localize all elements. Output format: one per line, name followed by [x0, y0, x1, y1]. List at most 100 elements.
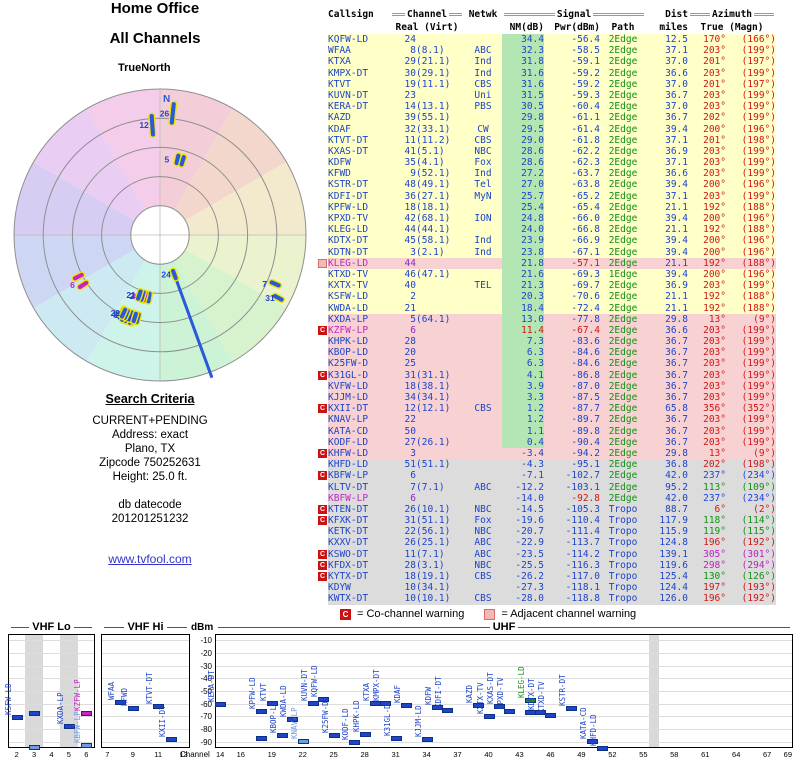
- table-row: KAZD 39 (55.1) 29.8 -61.1 2Edge 36.7 202° (199°…: [328, 112, 776, 124]
- chart-bar: [81, 711, 93, 717]
- radar-marker-label: 7: [262, 279, 267, 289]
- table-header-row-2: Real (Virt) NM(dB) Pwr(dBm) Path miles T…: [318, 21, 776, 34]
- dbm-gridline: [102, 741, 189, 743]
- chart-bar: [266, 700, 278, 706]
- table-row: C KXII-DT 12 (12.1) CBS 1.2 -87.7 2Edge 65.8 356…: [318, 403, 776, 415]
- channel-tick-label: 58: [670, 750, 679, 759]
- north-marker: N: [163, 94, 170, 105]
- table-row: KXAS-DT 41 (5.1) NBC 28.6 -62.2 2Edge 36.9 203°…: [328, 145, 776, 158]
- chart-station-label: KFWD: [119, 688, 129, 707]
- chart-station-label: WFAA: [107, 681, 117, 700]
- chart-station-label: KZFW-LP: [73, 679, 83, 712]
- table-row: KHPK-LD 28 7.3 -83.6 2Edge 36.7 203° (199°): [328, 336, 776, 348]
- table-row: KTXD-TV 46 (47.1) 21.6 -69.3 1Edge 39.4 200° (1…: [328, 268, 776, 281]
- table-row: KLTV-DT 7 (7.1) ABC -12.2 -103.1 2Edge 95.2 113…: [328, 481, 776, 493]
- channel-tick-label: 55: [639, 750, 648, 759]
- table-row: KSFW-LD 2 20.3 -70.6 2Edge 21.1 192° (188°): [328, 291, 776, 303]
- channel-tick-label: 13: [179, 750, 188, 759]
- chart-station-label: KTVT-DT: [145, 672, 155, 704]
- channel-tick-label: 11: [154, 750, 163, 759]
- chart-bar: [400, 703, 412, 709]
- dbm-tick-label: -80: [200, 725, 212, 734]
- channel-tick-label: 67: [763, 750, 772, 759]
- chart-station-label: KDAF: [392, 685, 402, 704]
- chart-bar: [308, 700, 320, 706]
- chart-station-label: KATA-CD: [578, 707, 588, 740]
- dbm-gridline: [9, 716, 94, 718]
- chart-bar: [11, 715, 23, 721]
- chart-bar: [504, 709, 516, 715]
- chart-bar: [431, 704, 443, 710]
- dbm-tick-label: -70: [200, 712, 212, 722]
- table-row: KVFW-LD 18 (38.1) 3.9 -87.0 2Edge 36.7 203° (19…: [328, 380, 776, 392]
- chart-bar: [349, 740, 361, 746]
- tvfool-link[interactable]: www.tvfool.com: [108, 552, 192, 566]
- chart-station-label: KWDA-LD: [279, 685, 289, 718]
- chart-bar: [483, 713, 495, 719]
- dbm-gridline: [216, 703, 792, 705]
- criteria-line: Zipcode 750252631: [99, 457, 201, 469]
- chart-station-label: KSFW-LD: [3, 683, 13, 716]
- table-row: KPXD-TV 42 (68.1) ION 24.8 -66.0 2Edge 39.4 200…: [328, 213, 776, 225]
- radar-marker: [148, 112, 157, 138]
- table-row: C KYTX-DT 18 (19.1) CBS -26.2 -117.0 Tropo 125.…: [318, 571, 776, 583]
- true-north-label: TrueNorth: [118, 62, 171, 74]
- chart-station-label: KPFW-LD: [248, 676, 258, 709]
- chart-station-label: KXDA-LP: [55, 692, 65, 725]
- channel-tick-label: 28: [360, 750, 369, 759]
- header-netwk: Netwk: [468, 9, 498, 20]
- dbm-gridline: [102, 665, 189, 667]
- dbm-gridline: [216, 665, 792, 667]
- channel-tick-label: 4: [49, 750, 54, 759]
- radar-marker-label: 12: [139, 120, 149, 130]
- channel-tick-label: 34: [422, 750, 431, 759]
- chart-station-label: KMPX-DT: [372, 669, 382, 701]
- table-row: C KTEN-DT 26 (10.1) NBC -14.5 -105.3 Tropo 88.7…: [318, 503, 776, 516]
- chart-bar: [127, 706, 139, 712]
- header-real-virt: Real (Virt): [395, 22, 459, 33]
- chart-station-label: KHFD-LD: [589, 714, 599, 746]
- chart-bar: [442, 708, 454, 714]
- table-row: KJJM-LD 34 (34.1) 3.3 -87.5 2Edge 36.7 203° (19…: [328, 392, 776, 404]
- table-row: KTXA 29 (21.1) Ind 31.8 -59.1 2Edge 37.0 201° (1…: [328, 56, 776, 68]
- chart-bar: [380, 700, 392, 706]
- table-row: KSTR-DT 48 (49.1) Tel 27.0 -63.8 2Edge 39.4 200…: [328, 179, 776, 191]
- table-row: KWTX-DT 10 (10.1) CBS -28.0 -118.8 Tropo 126.0…: [328, 593, 776, 605]
- co-channel-warning-icon: C: [318, 516, 327, 526]
- radar-marker: [118, 306, 129, 320]
- channel-tick-label: 7: [105, 750, 110, 759]
- radar-marker-label: 31: [265, 293, 275, 303]
- table-row: KMPX-DT 30 (29.1) Ind 31.6 -59.2 2Edge 36.6 203…: [328, 67, 776, 79]
- table-row: C KSWO-DT 11 (7.1) ABC -23.5 -114.2 Tropo 139.1…: [318, 548, 776, 560]
- radar-marker-label: 5: [164, 154, 169, 164]
- header-dist: Dist: [665, 9, 688, 20]
- chart-station-label: KPXD-TV: [496, 677, 506, 710]
- table-row: KDYW 10 (34.1) -27.3 -118.1 Tropo 124.4 197° (1…: [328, 582, 776, 594]
- chart-station-label: KNAV-LP: [289, 707, 299, 740]
- dbm-gridline: [102, 729, 189, 730]
- table-row: KETK-DT 22 (56.1) NBC -20.7 -111.4 Tropo 115.9…: [328, 526, 776, 538]
- channel-tick-label: 49: [577, 750, 586, 759]
- channel-tick-label: 6: [84, 750, 89, 759]
- co-channel-warning-icon: C: [318, 504, 327, 514]
- dbm-gridline: [9, 653, 94, 654]
- chart-station-label: KHPK-LD: [351, 699, 361, 732]
- chart-bar: [297, 739, 309, 745]
- chart-bar: [63, 724, 75, 730]
- table-row: KPFW-LD 18 (18.1) 25.4 -65.4 2Edge 21.1 192° (1…: [328, 201, 776, 213]
- radar-marker: [134, 288, 144, 303]
- chart-bar: [421, 736, 433, 742]
- chart-station-label: KJJM-LD: [413, 704, 423, 737]
- radar-marker-label: 24: [161, 270, 171, 280]
- adjacent-channel-warning-icon: [484, 608, 496, 620]
- channel-tick-label: 14: [215, 750, 225, 759]
- header-channel: Channel: [390, 8, 464, 21]
- radar-marker: [271, 292, 285, 304]
- table-row: KNAV-LP 22 1.2 -89.7 2Edge 36.7 203° (199°): [328, 414, 776, 426]
- table-row: KDTX-DT 45 (58.1) Ind 23.9 -66.9 2Edge 39.4 200…: [328, 235, 776, 247]
- chart-bar: [115, 699, 127, 705]
- channel-tick-label: 64: [732, 750, 741, 759]
- chart-bar: [566, 706, 578, 712]
- table-row: KERA-DT 14 (13.1) PBS 30.5 -60.4 2Edge 37.0 203…: [328, 101, 776, 113]
- table-row: C KFDX-DT 28 (3.1) NBC -25.5 -116.3 Tropo 119.6…: [318, 559, 776, 571]
